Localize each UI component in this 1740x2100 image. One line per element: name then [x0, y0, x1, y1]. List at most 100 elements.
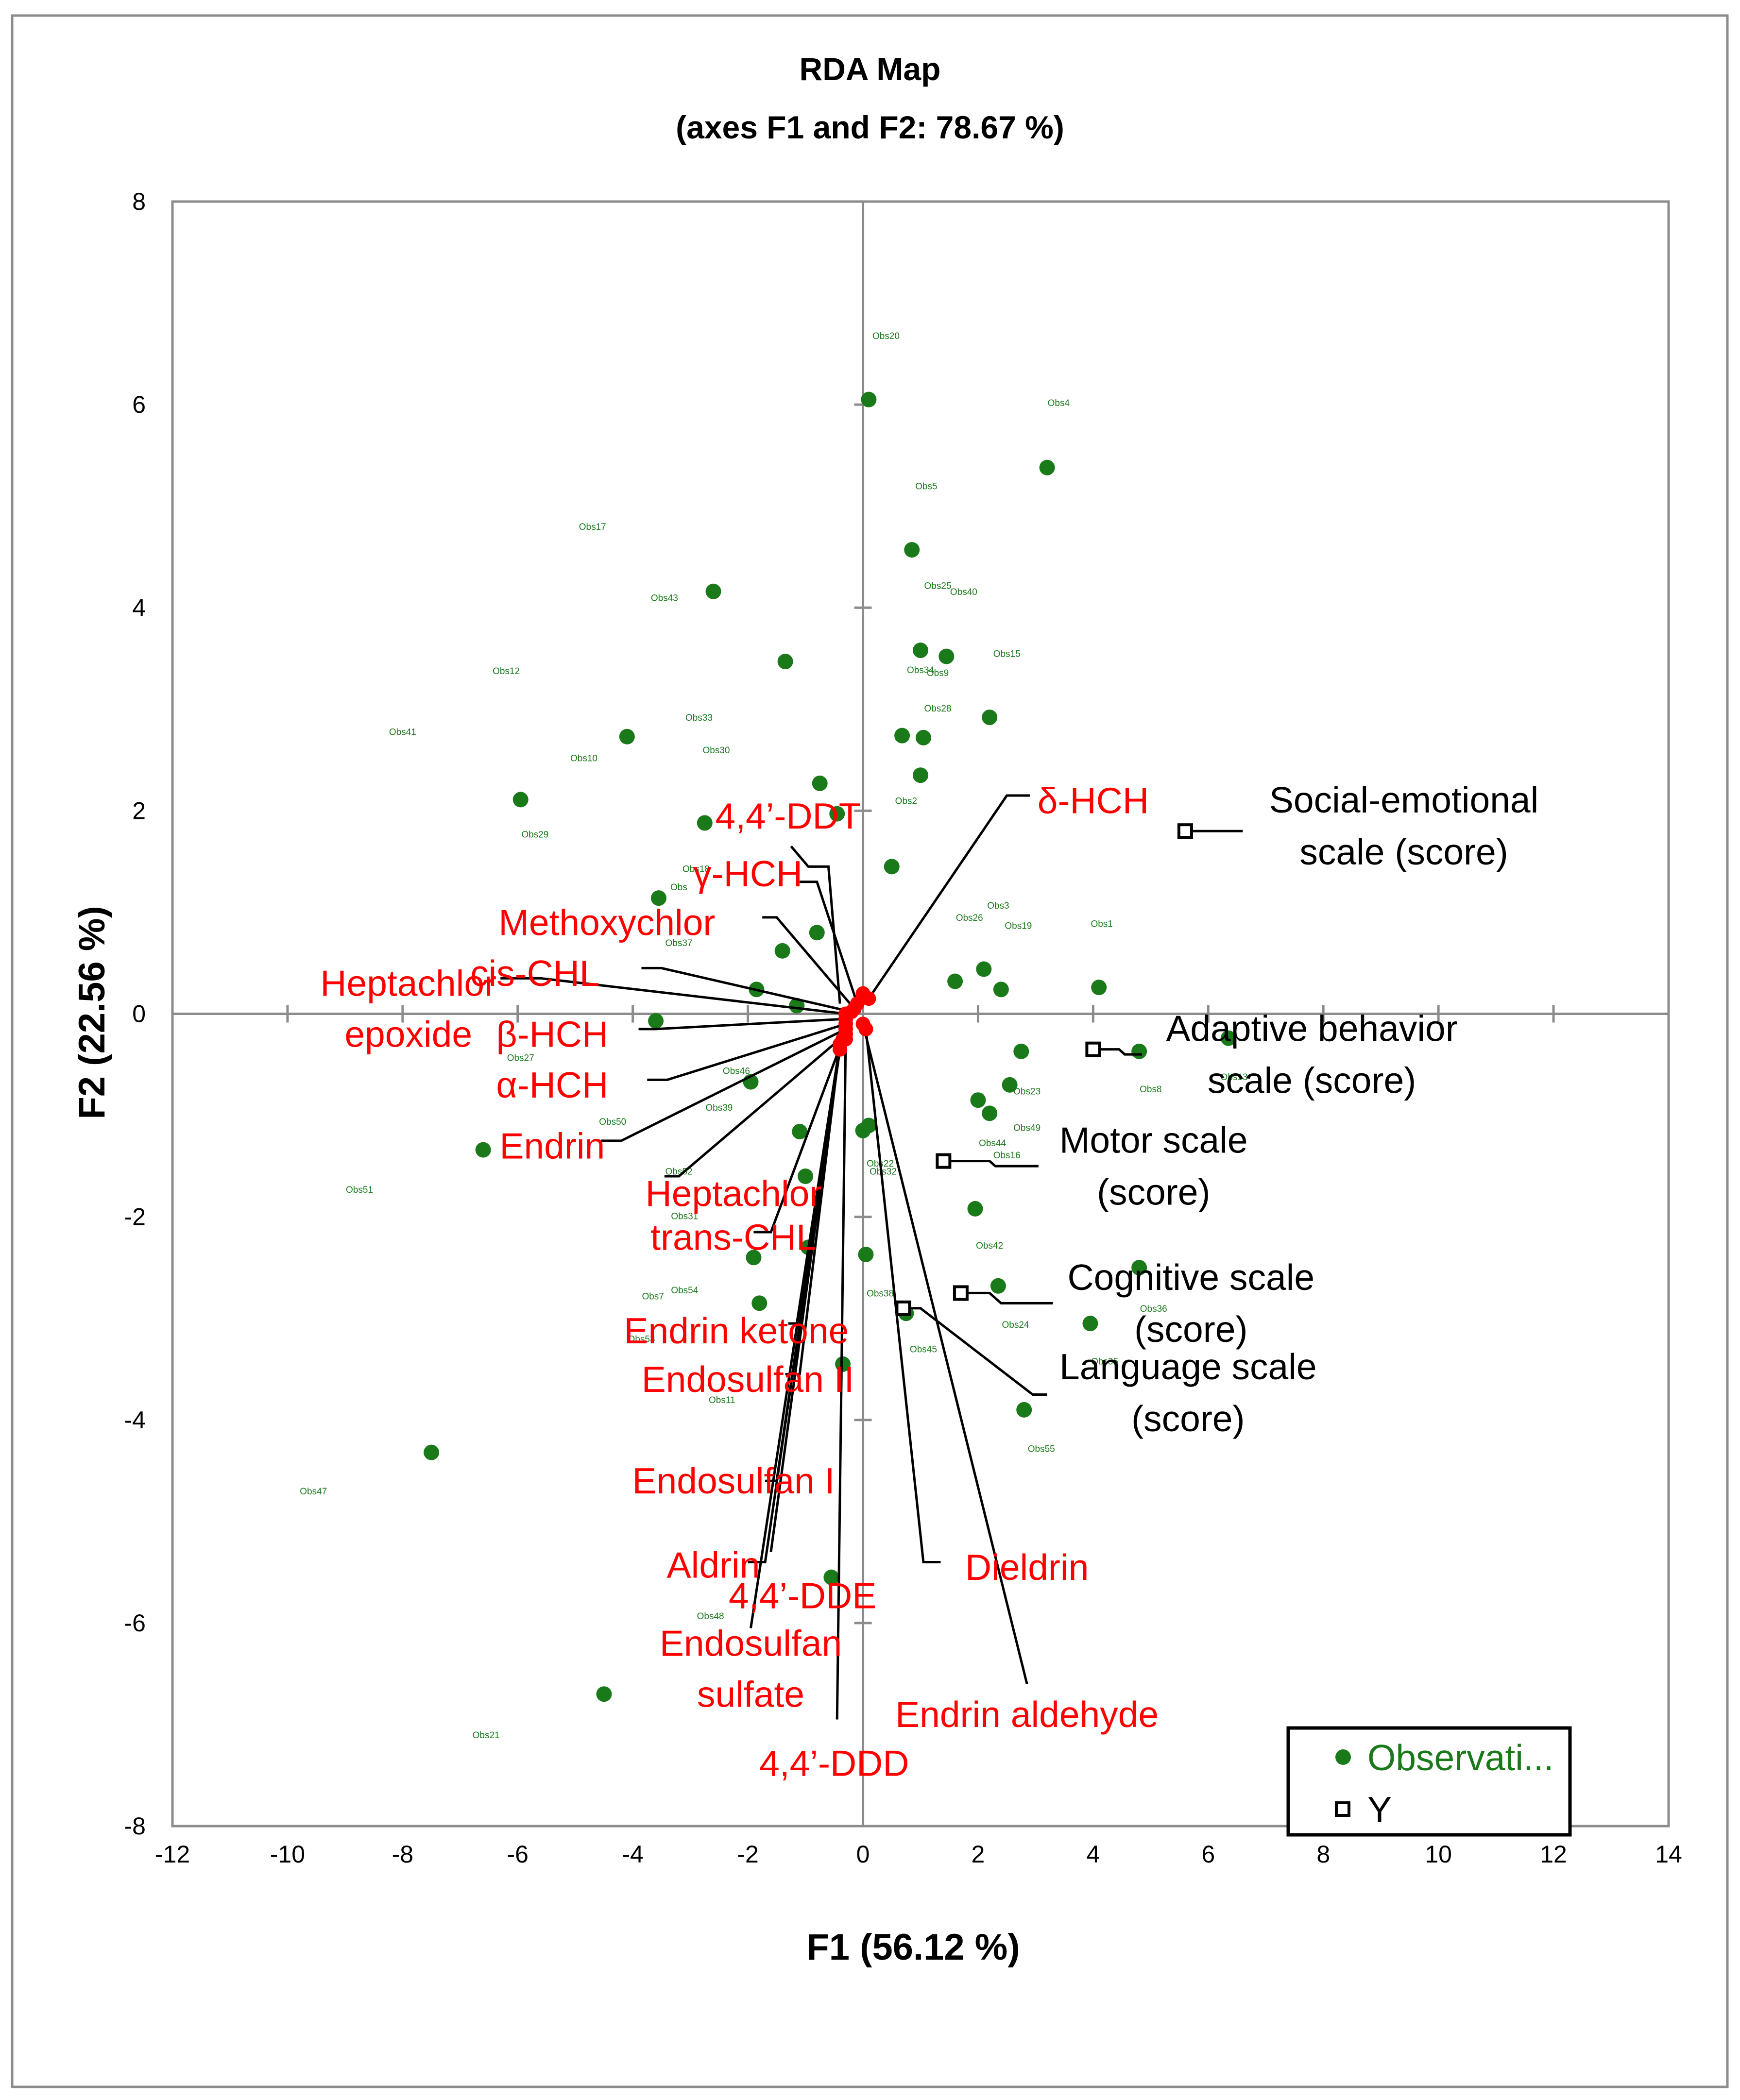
observation-label: Obs53 — [628, 1335, 655, 1345]
y-variable-label: Adaptive behavior — [1166, 1008, 1457, 1049]
x-variable-line — [647, 1023, 846, 1081]
y-tick-label: 8 — [132, 188, 146, 215]
observation-label: Obs9 — [927, 668, 949, 678]
observation-point — [648, 1013, 664, 1029]
y-tick-label: -6 — [124, 1609, 146, 1637]
observation-label: Obs35 — [1091, 1356, 1118, 1367]
observation-label: Obs12 — [493, 666, 520, 677]
observation-label: Obs55 — [1028, 1444, 1055, 1454]
observation-label: Obs44 — [979, 1138, 1006, 1149]
y-variable-line — [903, 1307, 1047, 1396]
observation-label: Obs4 — [1048, 398, 1070, 408]
x-variable-label: Heptachlor — [320, 963, 496, 1004]
observation-label: Obs18 — [682, 864, 710, 875]
observation-point — [913, 643, 928, 659]
x-variable-line — [500, 977, 846, 1015]
x-variable-label: Endrin — [499, 1125, 605, 1166]
observation-point — [1091, 980, 1107, 996]
observation-point — [746, 1250, 762, 1266]
observation-point — [651, 890, 666, 906]
observation-point — [1082, 1316, 1098, 1332]
x-axis-ticks: -12 -10 -8 -6 -4 -2 0 2 4 6 8 10 12 14 — [155, 1005, 1682, 1868]
observation-point — [751, 1295, 768, 1311]
x-variable-label: Dieldrin — [965, 1547, 1089, 1588]
observation-label: Obs15 — [993, 649, 1021, 659]
x-variable-label: cis-CHL — [470, 953, 600, 994]
y-variable-label: Language scale — [1059, 1346, 1317, 1387]
observation-label: Obs17 — [579, 522, 606, 532]
y-variable-point — [1085, 1041, 1101, 1057]
y-variable-label: (score) — [1134, 1309, 1247, 1350]
x-variable-line — [750, 1044, 841, 1628]
y-tick-label: 4 — [132, 594, 146, 621]
x-variable-label: trans-CHL — [650, 1217, 817, 1257]
x-variable-line — [753, 1038, 844, 1234]
x-tick-label: 14 — [1655, 1841, 1682, 1868]
observation-label: Obs32 — [870, 1167, 897, 1177]
y-variable-point — [953, 1285, 969, 1301]
y-variable-line — [960, 1291, 1053, 1304]
observation-point — [1039, 459, 1055, 475]
y-variable-line — [1093, 1048, 1143, 1056]
x-variable-line — [862, 1023, 1028, 1684]
chart-subtitle: (axes F1 and F2: 78.67 %) — [676, 109, 1064, 145]
observation-point — [798, 1169, 814, 1184]
x-variable-line — [769, 1044, 841, 1552]
x-variable-point — [855, 1016, 870, 1032]
observation-label: Obs29 — [521, 830, 548, 840]
observation-label: Obs48 — [697, 1611, 724, 1622]
y-tick-label: -2 — [124, 1203, 146, 1231]
observation-point — [913, 767, 928, 783]
observation-label: Obs2 — [895, 796, 917, 806]
observation-label: Obs41 — [389, 727, 416, 737]
x-variables-layer: 4,4’-DDT δ-HCHγ-HCHMethoxychlorcis-CHLHep… — [320, 780, 1159, 1783]
observation-point — [619, 728, 635, 745]
y-tick-label: 6 — [132, 391, 146, 418]
legend-observations-marker — [1335, 1749, 1351, 1765]
observation-label: Obs20 — [872, 331, 900, 341]
x-tick-label: -8 — [392, 1841, 413, 1868]
x-variable-label: epoxide — [344, 1014, 472, 1055]
observation-point — [1002, 1077, 1018, 1093]
observation-label: Obs10 — [570, 754, 597, 764]
x-variable-label: 4,4’-DDE — [729, 1575, 876, 1616]
x-tick-label: 10 — [1425, 1841, 1452, 1868]
y-variable-label: Motor scale — [1059, 1120, 1248, 1161]
y-variable-label: (score) — [1131, 1398, 1245, 1439]
x-variable-label: sulfate — [697, 1674, 804, 1714]
observation-point — [990, 1278, 1006, 1294]
observation-point — [809, 925, 825, 941]
x-variable-label: Endrin aldehyde — [895, 1694, 1159, 1735]
observation-label: Obs54 — [671, 1286, 698, 1296]
observation-label: Obs28 — [924, 704, 952, 714]
observation-point — [823, 1569, 839, 1585]
observation-label: Obs47 — [300, 1487, 327, 1497]
observation-label: Obs37 — [665, 938, 692, 948]
x-tick-label: -6 — [507, 1841, 529, 1868]
y-variable-label: scale (score) — [1208, 1060, 1416, 1101]
x-variable-line — [638, 1017, 846, 1031]
observation-point — [861, 391, 877, 407]
y-variable-line — [943, 1160, 1039, 1168]
y-variables-layer: Social-emotional scale (score) Adaptive be… — [895, 779, 1538, 1439]
observation-point — [970, 1092, 986, 1108]
x-tick-label: 6 — [1201, 1841, 1215, 1868]
y-variable-label: Cognitive scale — [1067, 1257, 1314, 1298]
x-variable-label: δ-HCH — [1038, 780, 1149, 821]
observation-label: Obs — [670, 882, 687, 893]
observation-label: Obs36 — [1140, 1304, 1167, 1314]
observation-label: Obs26 — [956, 913, 983, 923]
observation-point — [915, 729, 931, 745]
observation-point — [884, 859, 900, 875]
x-variable-label: β-HCH — [496, 1014, 609, 1054]
x-variable-label: Aldrin — [667, 1545, 760, 1586]
observation-label: Obs27 — [507, 1053, 534, 1063]
x-variable-line — [641, 966, 852, 1013]
x-tick-label: -2 — [737, 1841, 758, 1868]
x-variable-label: γ-HCH — [693, 853, 802, 894]
observation-label: Obs13 — [1221, 1072, 1248, 1083]
observation-label: Obs40 — [950, 587, 977, 597]
observation-label: Obs3 — [987, 901, 1009, 911]
